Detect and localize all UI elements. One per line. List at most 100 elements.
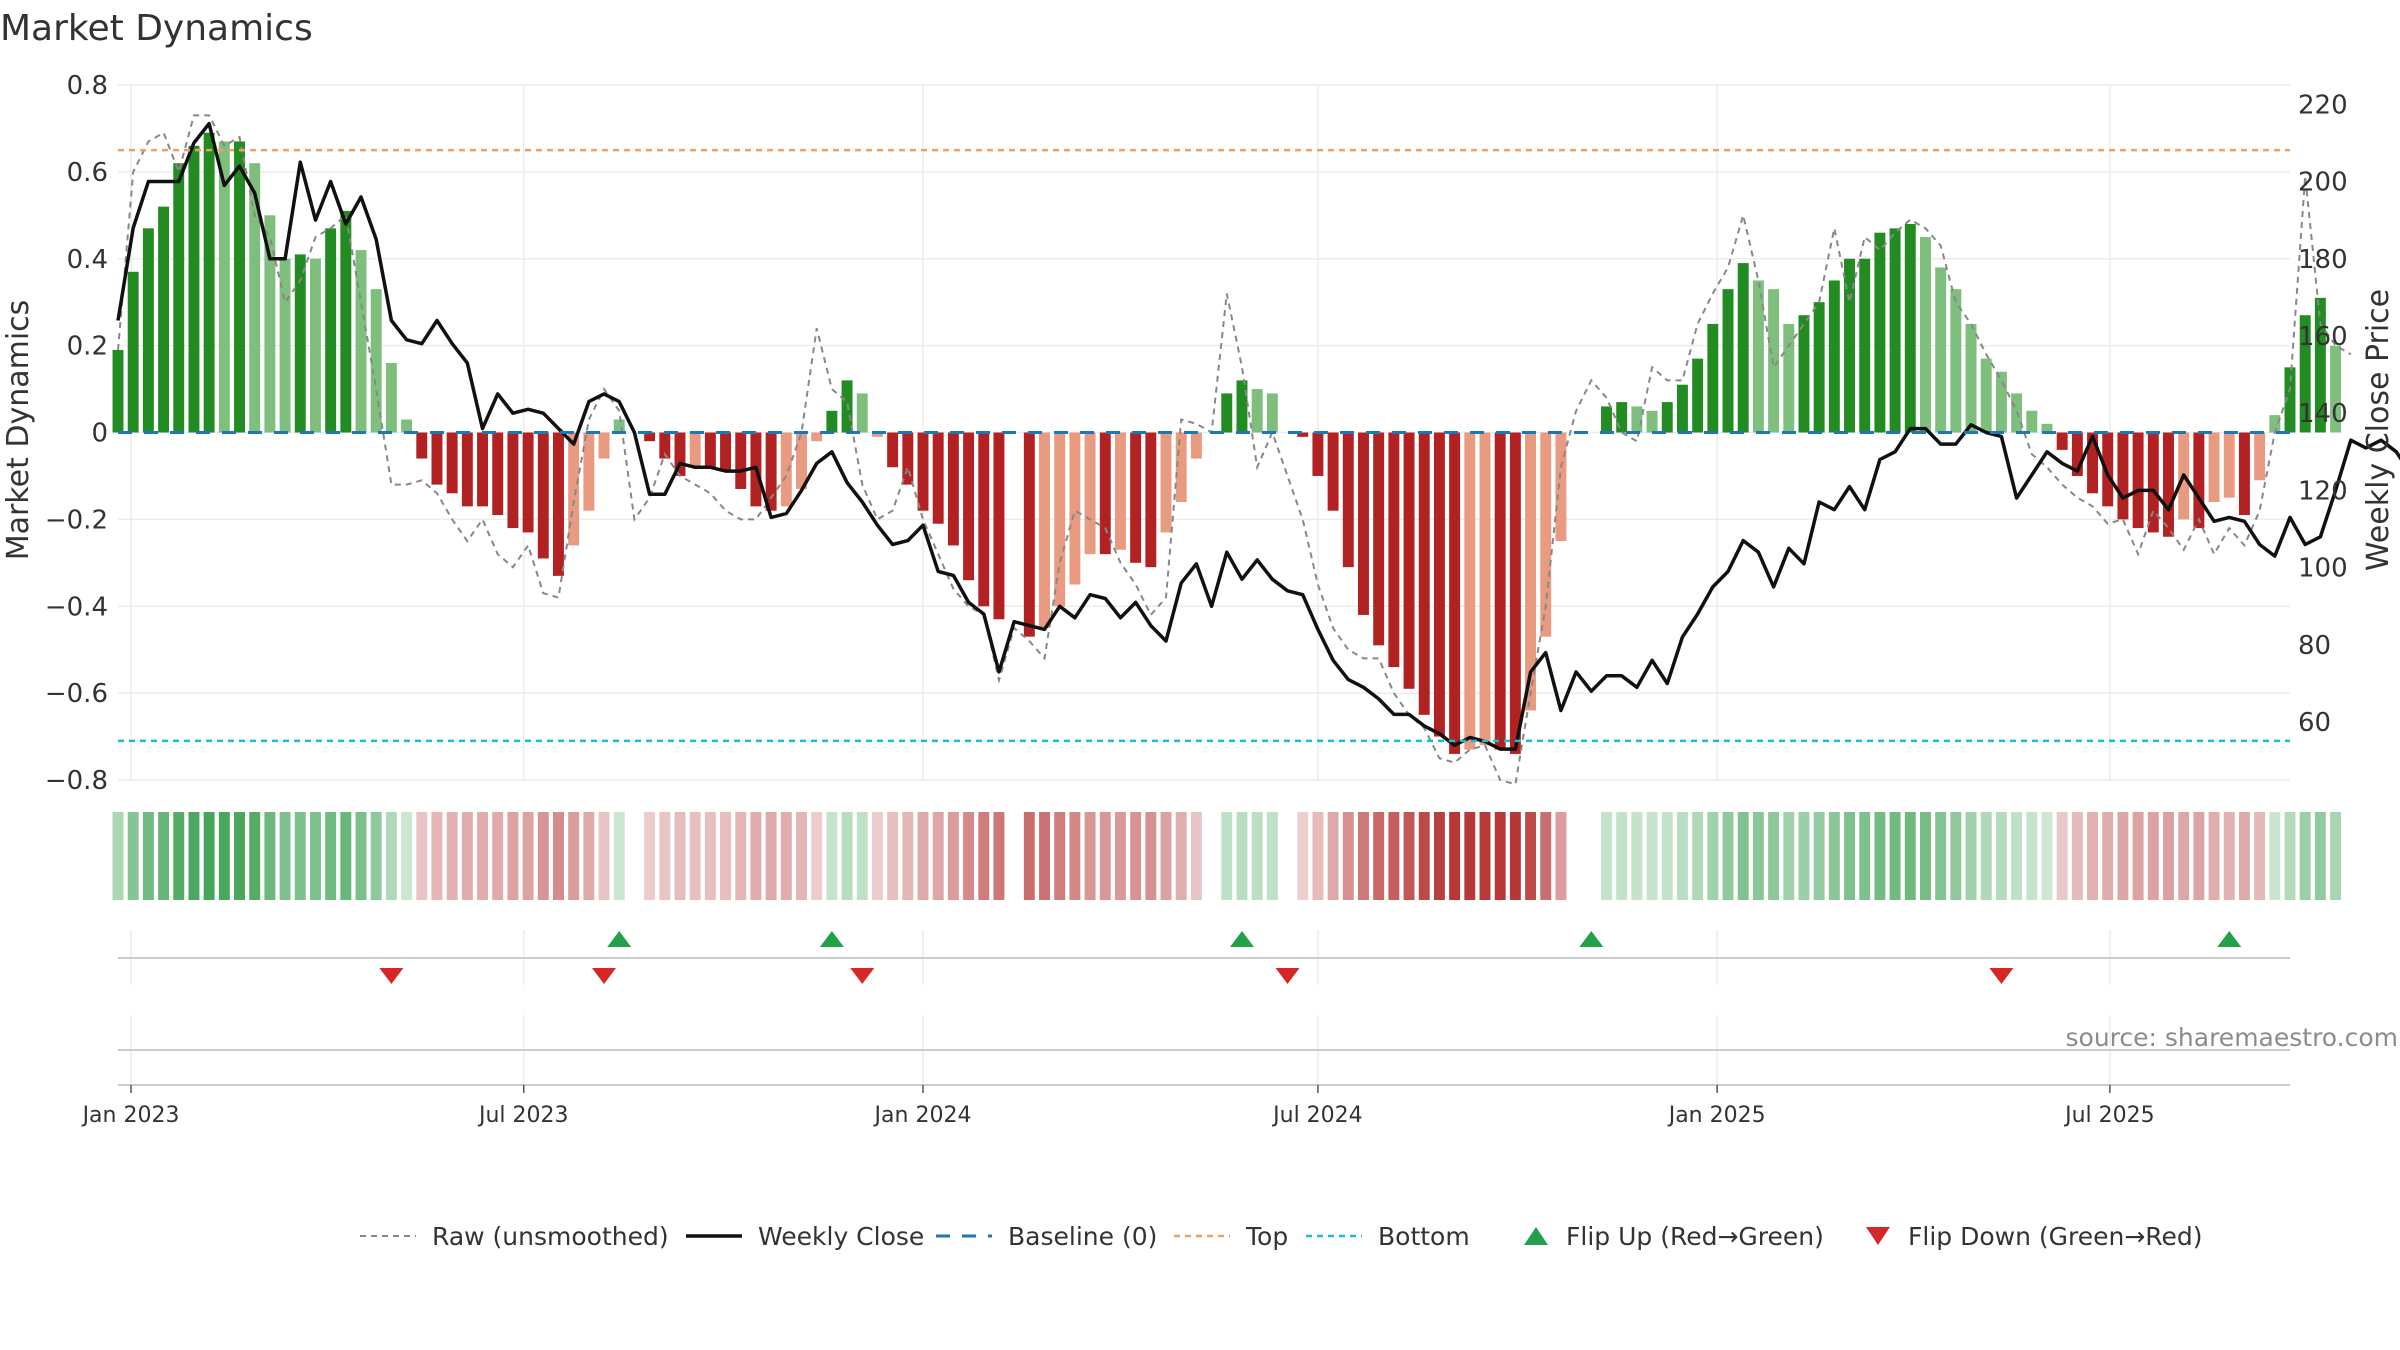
- heat-cell: [1175, 812, 1187, 900]
- y2-axis-label: Weekly Close Price: [2361, 289, 2396, 571]
- heat-cell: [1054, 812, 1066, 900]
- heat-cell: [932, 812, 944, 900]
- dynamics-bar: [2132, 432, 2144, 529]
- y-axis-label: Market Dynamics: [1, 300, 36, 561]
- dynamics-bar: [1464, 432, 1476, 750]
- dynamics-bar: [522, 432, 534, 533]
- dynamics-bar: [309, 258, 321, 433]
- heat-cell: [1099, 812, 1111, 900]
- dynamics-bar: [1494, 432, 1506, 750]
- dynamics-bar: [1084, 432, 1096, 555]
- heat-cell: [1920, 812, 1931, 900]
- y-tick-label: −0.2: [45, 505, 108, 535]
- heat-cell: [613, 812, 625, 900]
- heat-cell: [2056, 812, 2068, 900]
- y-tick-label: 0.6: [67, 158, 108, 188]
- flip-up-marker: [2217, 931, 2242, 947]
- dynamics-bar: [1449, 432, 1461, 754]
- dynamics-bar: [735, 432, 747, 489]
- heat-cell: [2269, 812, 2281, 900]
- heat-cell: [173, 812, 185, 900]
- heat-cell: [234, 812, 245, 900]
- heat-cell: [325, 812, 337, 900]
- heat-cell: [1418, 812, 1430, 900]
- heat-cell: [279, 812, 291, 900]
- heat-cell: [811, 812, 823, 900]
- dynamics-bar: [1631, 406, 1643, 433]
- flip-down-marker: [379, 968, 404, 984]
- legend-item-close: Weekly Close: [686, 1222, 924, 1251]
- x-tick-label: Jul 2025: [2063, 1103, 2155, 1128]
- dynamics-bar: [2208, 432, 2220, 502]
- y-tick-label: −0.4: [45, 592, 108, 622]
- dynamics-bar: [553, 432, 564, 576]
- reference-lines: [118, 148, 2290, 743]
- heat-cell: [370, 812, 382, 900]
- y2-tick-label: 140: [2298, 399, 2348, 429]
- heat-cell: [188, 812, 200, 900]
- dynamics-bar: [871, 432, 883, 437]
- heat-cell: [2223, 812, 2235, 900]
- dynamics-bar: [598, 432, 610, 459]
- dynamics-bar: [689, 432, 701, 468]
- heat-cell: [644, 812, 656, 900]
- legend-label: Flip Down (Green→Red): [1908, 1222, 2203, 1251]
- dynamics-bar: [1798, 315, 1810, 433]
- dynamics-bar: [1221, 393, 1233, 433]
- heat-cell: [385, 812, 397, 900]
- dynamics-bar: [385, 363, 397, 433]
- dynamics-bar: [218, 141, 230, 433]
- heat-cell: [1464, 812, 1476, 900]
- dynamics-bar: [2056, 432, 2068, 450]
- flip-down-marker: [592, 968, 617, 984]
- heat-cell: [158, 812, 170, 900]
- heat-cell: [1403, 812, 1415, 900]
- dynamics-bar: [780, 432, 792, 507]
- heat-cell: [1995, 812, 2007, 900]
- heat-cell: [1221, 812, 1233, 900]
- dynamics-bar: [294, 254, 306, 433]
- heat-cell: [1023, 812, 1035, 900]
- dynamics-bar: [765, 432, 777, 511]
- dynamics-bar: [264, 215, 276, 433]
- heat-cell: [416, 812, 428, 900]
- heat-cell: [492, 812, 504, 900]
- dynamics-bar: [1601, 406, 1612, 433]
- heat-cell: [203, 812, 215, 900]
- dynamics-bar: [355, 250, 367, 433]
- heat-cell: [856, 812, 868, 900]
- y-tick-label: −0.8: [45, 766, 108, 796]
- heat-cell: [2314, 812, 2326, 900]
- dynamics-bar: [1099, 432, 1111, 555]
- dynamics-bar: [1874, 232, 1886, 433]
- dynamics-bar: [112, 349, 124, 433]
- heat-cell: [2299, 812, 2311, 900]
- dynamics-bar: [188, 145, 200, 433]
- heat-cell: [1251, 812, 1263, 900]
- dynamics-bar: [401, 419, 413, 433]
- dynamics-bar: [993, 432, 1005, 620]
- dynamics-bar: [1403, 432, 1415, 689]
- dynamics-bar: [431, 432, 443, 485]
- heat-cell: [841, 812, 853, 900]
- dynamics-bar: [568, 432, 580, 546]
- heat-cell: [1676, 812, 1688, 900]
- dynamics-bar: [1114, 432, 1126, 550]
- heat-cell: [704, 812, 716, 900]
- heat-cell: [1859, 812, 1871, 900]
- x-tick-label: Jan 2024: [873, 1103, 972, 1128]
- dynamics-bar: [2147, 432, 2159, 533]
- legend-label: Raw (unsmoothed): [432, 1222, 669, 1251]
- heat-cell: [796, 812, 807, 900]
- x-tick-label: Jul 2023: [477, 1103, 569, 1128]
- heat-cell: [902, 812, 914, 900]
- dynamics-bar: [2087, 432, 2099, 494]
- heat-cell: [2071, 812, 2083, 900]
- dynamics-bar: [1418, 432, 1430, 715]
- y-tick-label: 0.8: [67, 71, 108, 101]
- dynamics-bar: [720, 432, 732, 472]
- dynamics-bar: [1373, 432, 1385, 646]
- dynamics-heat-strip: [112, 812, 2342, 900]
- heat-cell: [1813, 812, 1825, 900]
- legend: Raw (unsmoothed) Weekly Close Baseline (0)…: [360, 1222, 2203, 1251]
